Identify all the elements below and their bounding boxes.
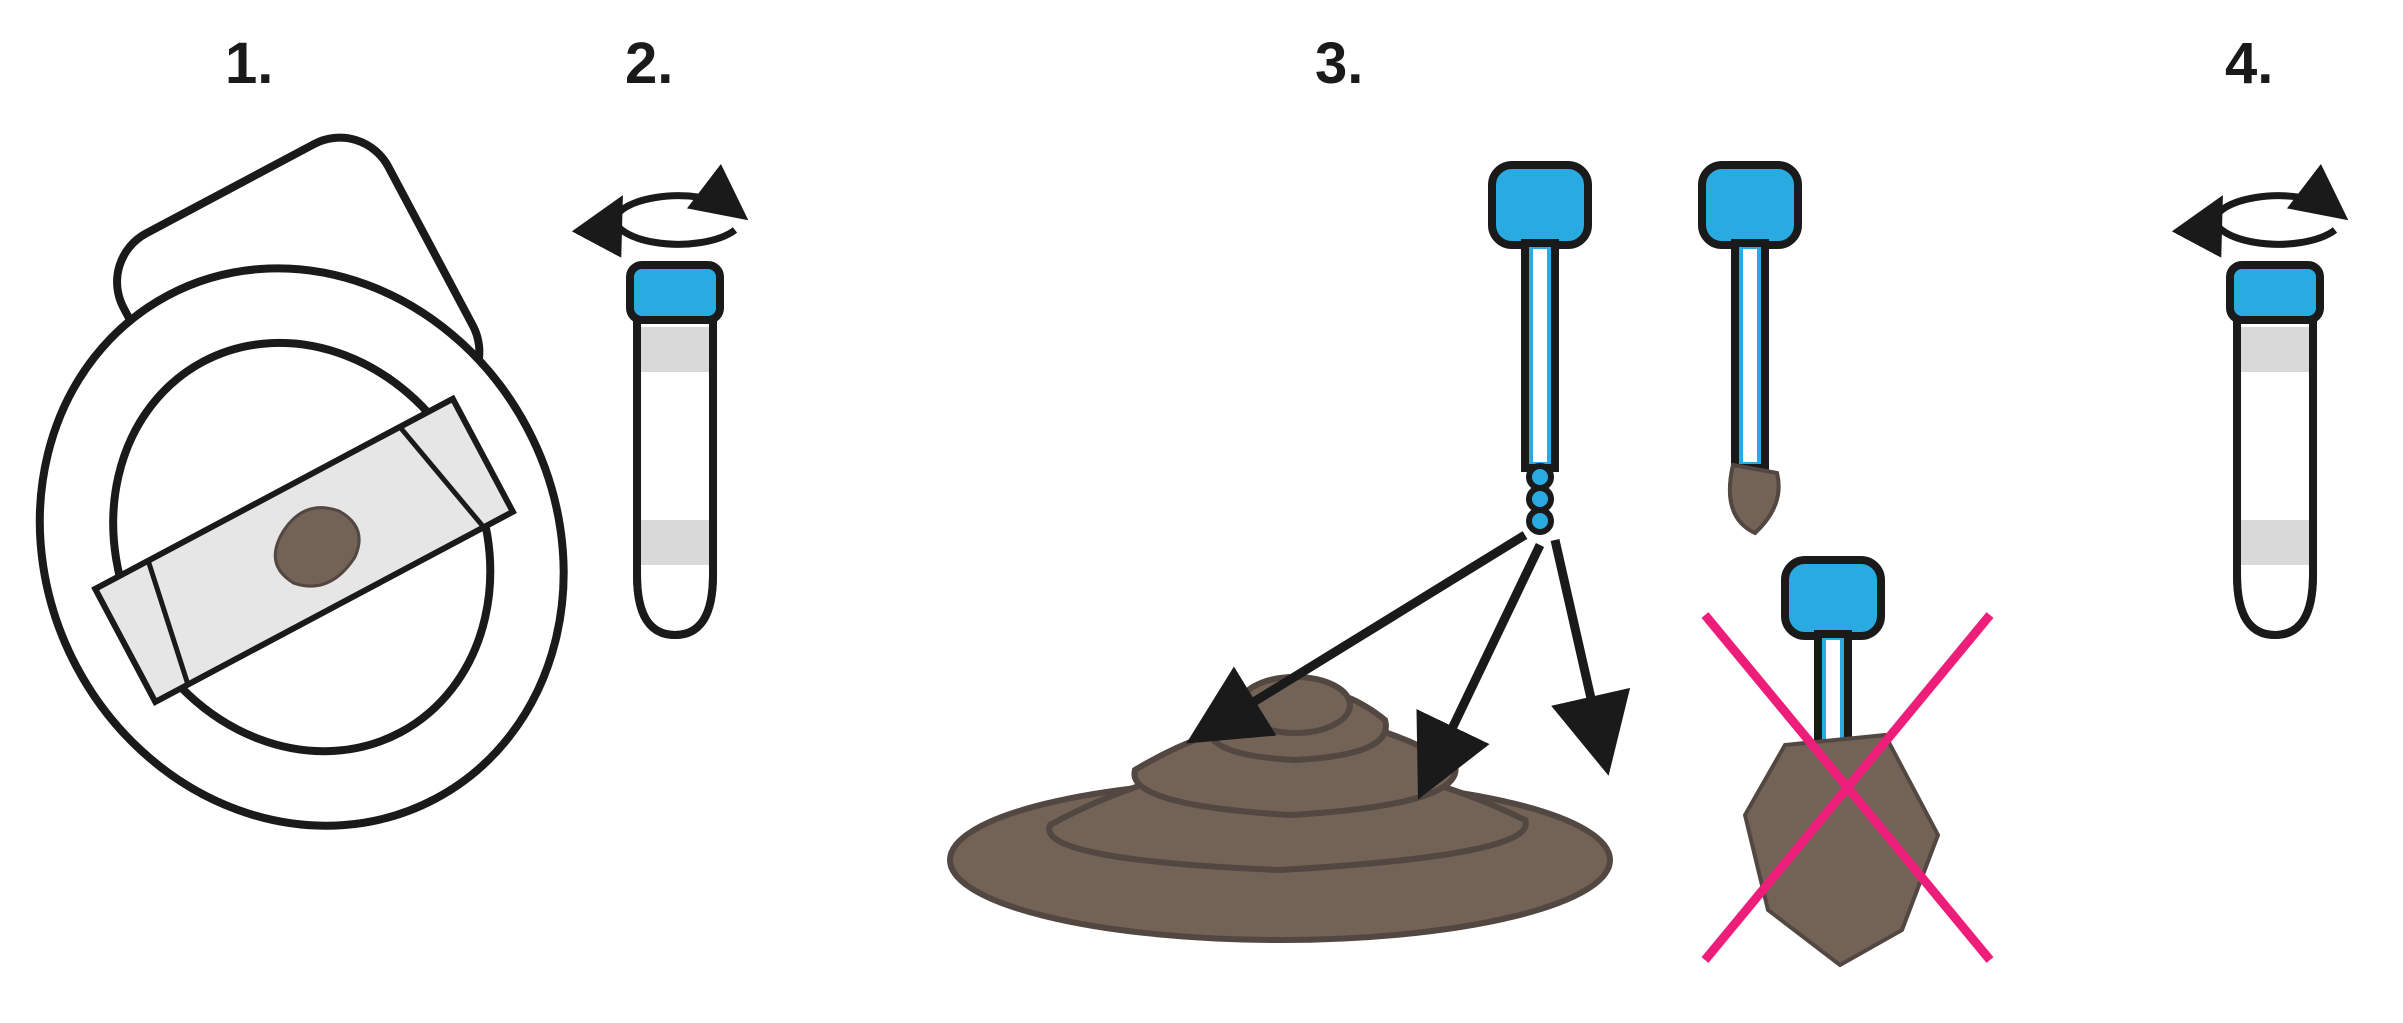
- step-2-label: 2.: [625, 30, 673, 97]
- diagram-canvas: 1. 2. 3. 4.: [0, 0, 2403, 1023]
- rotate-arrows-icon-2: [2190, 175, 2360, 265]
- step-4-label: 4.: [2225, 30, 2273, 97]
- step-3-label: 3.: [1315, 30, 1363, 97]
- swab-wrong-icon: [1690, 560, 2010, 980]
- swab-correct-icon: [1685, 165, 1835, 535]
- collection-tube-icon: [615, 265, 735, 665]
- sampling-arrows-icon: [1050, 505, 1690, 885]
- toilet-icon: [30, 160, 590, 880]
- swab-clean-icon: [1475, 165, 1605, 535]
- step-1-label: 1.: [225, 30, 273, 97]
- collection-tube-icon-2: [2215, 265, 2335, 665]
- rotate-arrows-icon: [590, 175, 760, 265]
